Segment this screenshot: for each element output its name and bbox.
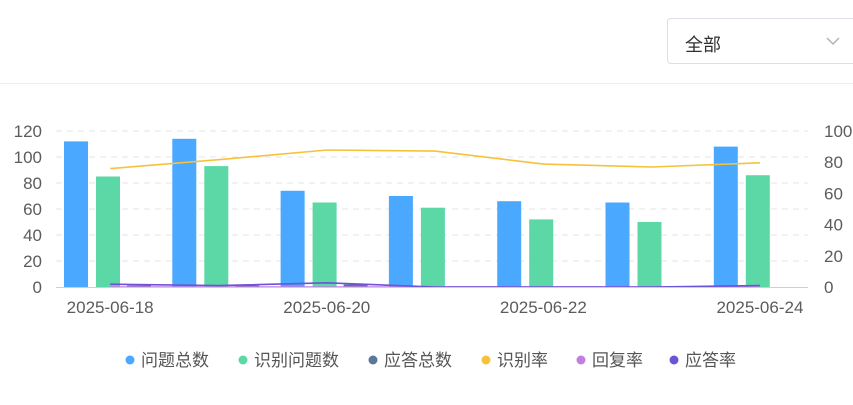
x-tick-label: 2025-06-20: [283, 298, 370, 317]
bar: [64, 141, 88, 287]
legend[interactable]: 问题总数 识别问题数 应答总数 识别率 回复率 应答率: [125, 351, 737, 370]
bar: [637, 222, 662, 287]
bar: [343, 284, 368, 287]
bar: [96, 176, 120, 287]
bar-series: [64, 138, 770, 287]
y-right-tick-label: 60: [824, 184, 843, 203]
y-left-tick-label: 80: [23, 174, 42, 193]
legend-item[interactable]: 应答总数: [368, 351, 453, 370]
x-tick-label: 2025-06-22: [500, 298, 587, 317]
legend-item[interactable]: 识别率: [481, 351, 549, 370]
legend-marker: [368, 355, 378, 365]
legend-label: 应答总数: [384, 351, 452, 370]
y-right-tick-label: 80: [824, 153, 843, 172]
y-left-tick-label: 20: [23, 252, 42, 271]
y-right-tick-label: 0: [824, 278, 833, 297]
y-right-tick-label: 100: [824, 122, 852, 141]
filter-bar: 全部: [0, 0, 853, 84]
bar: [420, 207, 445, 287]
y-left-tick-label: 40: [23, 226, 42, 245]
bar: [204, 166, 229, 287]
bar: [280, 190, 305, 287]
y-right-tick-label: 20: [824, 247, 843, 266]
legend-label: 回复率: [592, 351, 643, 370]
bar: [745, 175, 770, 287]
legend-item[interactable]: 回复率: [576, 351, 644, 370]
category-select[interactable]: 全部: [667, 18, 853, 64]
legend-label: 应答率: [685, 351, 736, 370]
chevron-down-icon: [826, 37, 840, 46]
statistics-chart: 0 20 40 60 80 100 120 0 20 40 60 80 100 2025-06-18 202…: [14, 122, 853, 370]
legend-marker: [576, 355, 586, 365]
y-left-tick-label: 100: [14, 148, 42, 167]
bar: [388, 196, 413, 287]
bar: [529, 219, 554, 287]
y-left-tick-label: 120: [14, 122, 42, 141]
y-left-tick-label: 60: [23, 200, 42, 219]
bar: [713, 146, 738, 287]
legend-item[interactable]: 应答率: [669, 351, 737, 370]
legend-marker: [238, 355, 248, 365]
bar: [312, 202, 337, 287]
x-tick-label: 2025-06-24: [716, 298, 803, 317]
legend-marker: [481, 355, 491, 365]
bar: [605, 202, 630, 287]
y-right-tick-label: 40: [824, 216, 843, 235]
axes: 0 20 40 60 80 100 120 0 20 40 60 80 100 2025-06-18 202…: [14, 122, 853, 317]
line-series-path: [110, 149, 760, 170]
legend-label: 问题总数: [141, 351, 209, 370]
legend-marker: [125, 355, 135, 365]
legend-item[interactable]: 问题总数: [125, 351, 210, 370]
category-select-value: 全部: [685, 35, 721, 55]
y-left-tick-label: 0: [33, 278, 42, 297]
legend-item[interactable]: 识别问题数: [238, 351, 340, 370]
legend-marker: [669, 355, 679, 365]
bar: [497, 201, 522, 287]
x-tick-label: 2025-06-18: [67, 298, 154, 317]
legend-label: 识别率: [497, 351, 548, 370]
legend-label: 识别问题数: [254, 351, 339, 370]
